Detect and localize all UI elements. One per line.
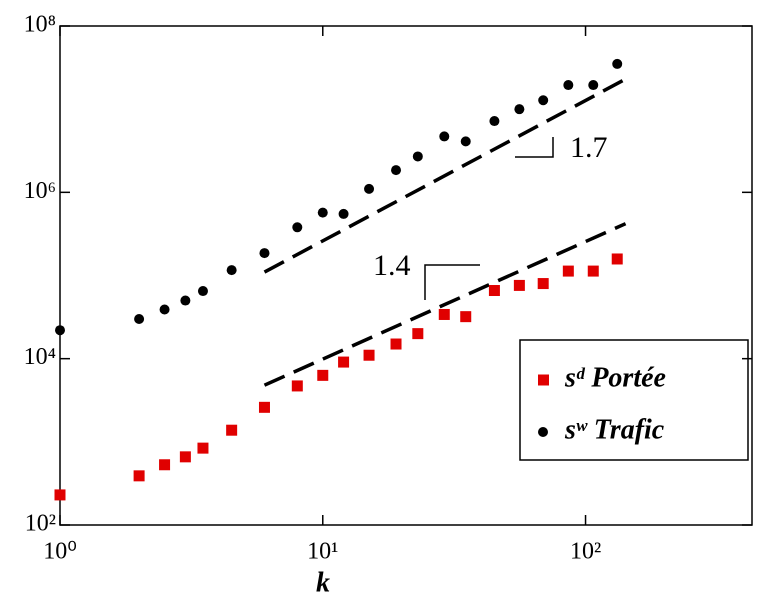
point <box>390 338 402 350</box>
point <box>412 328 424 340</box>
y-tick-label: 10⁶ <box>24 178 56 204</box>
slope-triangle <box>515 137 554 158</box>
point <box>439 131 450 142</box>
y-tick-label: 10⁴ <box>24 344 56 370</box>
fit-line <box>263 222 627 387</box>
x-tick-label: 10⁰ <box>43 539 77 565</box>
x-tick-label: 10¹ <box>307 539 338 565</box>
point <box>460 136 471 147</box>
point <box>438 308 450 320</box>
legend-marker <box>538 374 549 386</box>
point <box>197 286 208 297</box>
point <box>259 248 270 259</box>
legend-box <box>519 339 749 461</box>
annotation: 1.7 <box>570 131 608 164</box>
point <box>412 151 423 162</box>
slope-triangle <box>424 264 480 300</box>
point <box>226 265 237 276</box>
point <box>258 401 270 413</box>
point <box>197 442 209 454</box>
legend-label: sʷ Trafic <box>564 414 665 445</box>
point <box>588 80 599 91</box>
point <box>391 165 402 176</box>
slope-triangles <box>424 137 554 300</box>
point <box>317 369 329 381</box>
point <box>133 470 145 482</box>
point <box>460 311 472 323</box>
point <box>338 208 349 219</box>
point <box>291 380 303 392</box>
y-tick-label: 10⁸ <box>24 12 56 38</box>
point <box>563 80 574 91</box>
point <box>612 58 623 69</box>
point <box>55 325 65 336</box>
legend-marker <box>538 427 548 437</box>
point <box>489 116 500 127</box>
point <box>488 285 500 297</box>
point <box>180 295 191 306</box>
point <box>226 424 238 436</box>
point <box>54 489 66 501</box>
x-axis-label: k <box>316 567 330 598</box>
point <box>538 95 549 106</box>
point <box>292 222 303 233</box>
plot-frame <box>59 25 753 526</box>
point <box>134 313 145 324</box>
point <box>363 349 375 361</box>
point <box>159 459 171 471</box>
point <box>364 183 375 194</box>
point <box>611 253 623 265</box>
point <box>513 279 525 291</box>
annotation: 1.4 <box>373 249 411 282</box>
point <box>562 265 574 277</box>
point <box>317 207 328 218</box>
point <box>159 304 170 315</box>
point <box>587 265 599 277</box>
point <box>514 104 525 115</box>
point <box>338 356 350 368</box>
point <box>179 451 191 463</box>
fit-line <box>263 77 627 274</box>
y-tick-label: 10² <box>25 511 56 537</box>
x-tick-label: 10² <box>570 539 601 565</box>
legend-label: sᵈ Portée <box>564 362 666 393</box>
point <box>537 278 549 290</box>
